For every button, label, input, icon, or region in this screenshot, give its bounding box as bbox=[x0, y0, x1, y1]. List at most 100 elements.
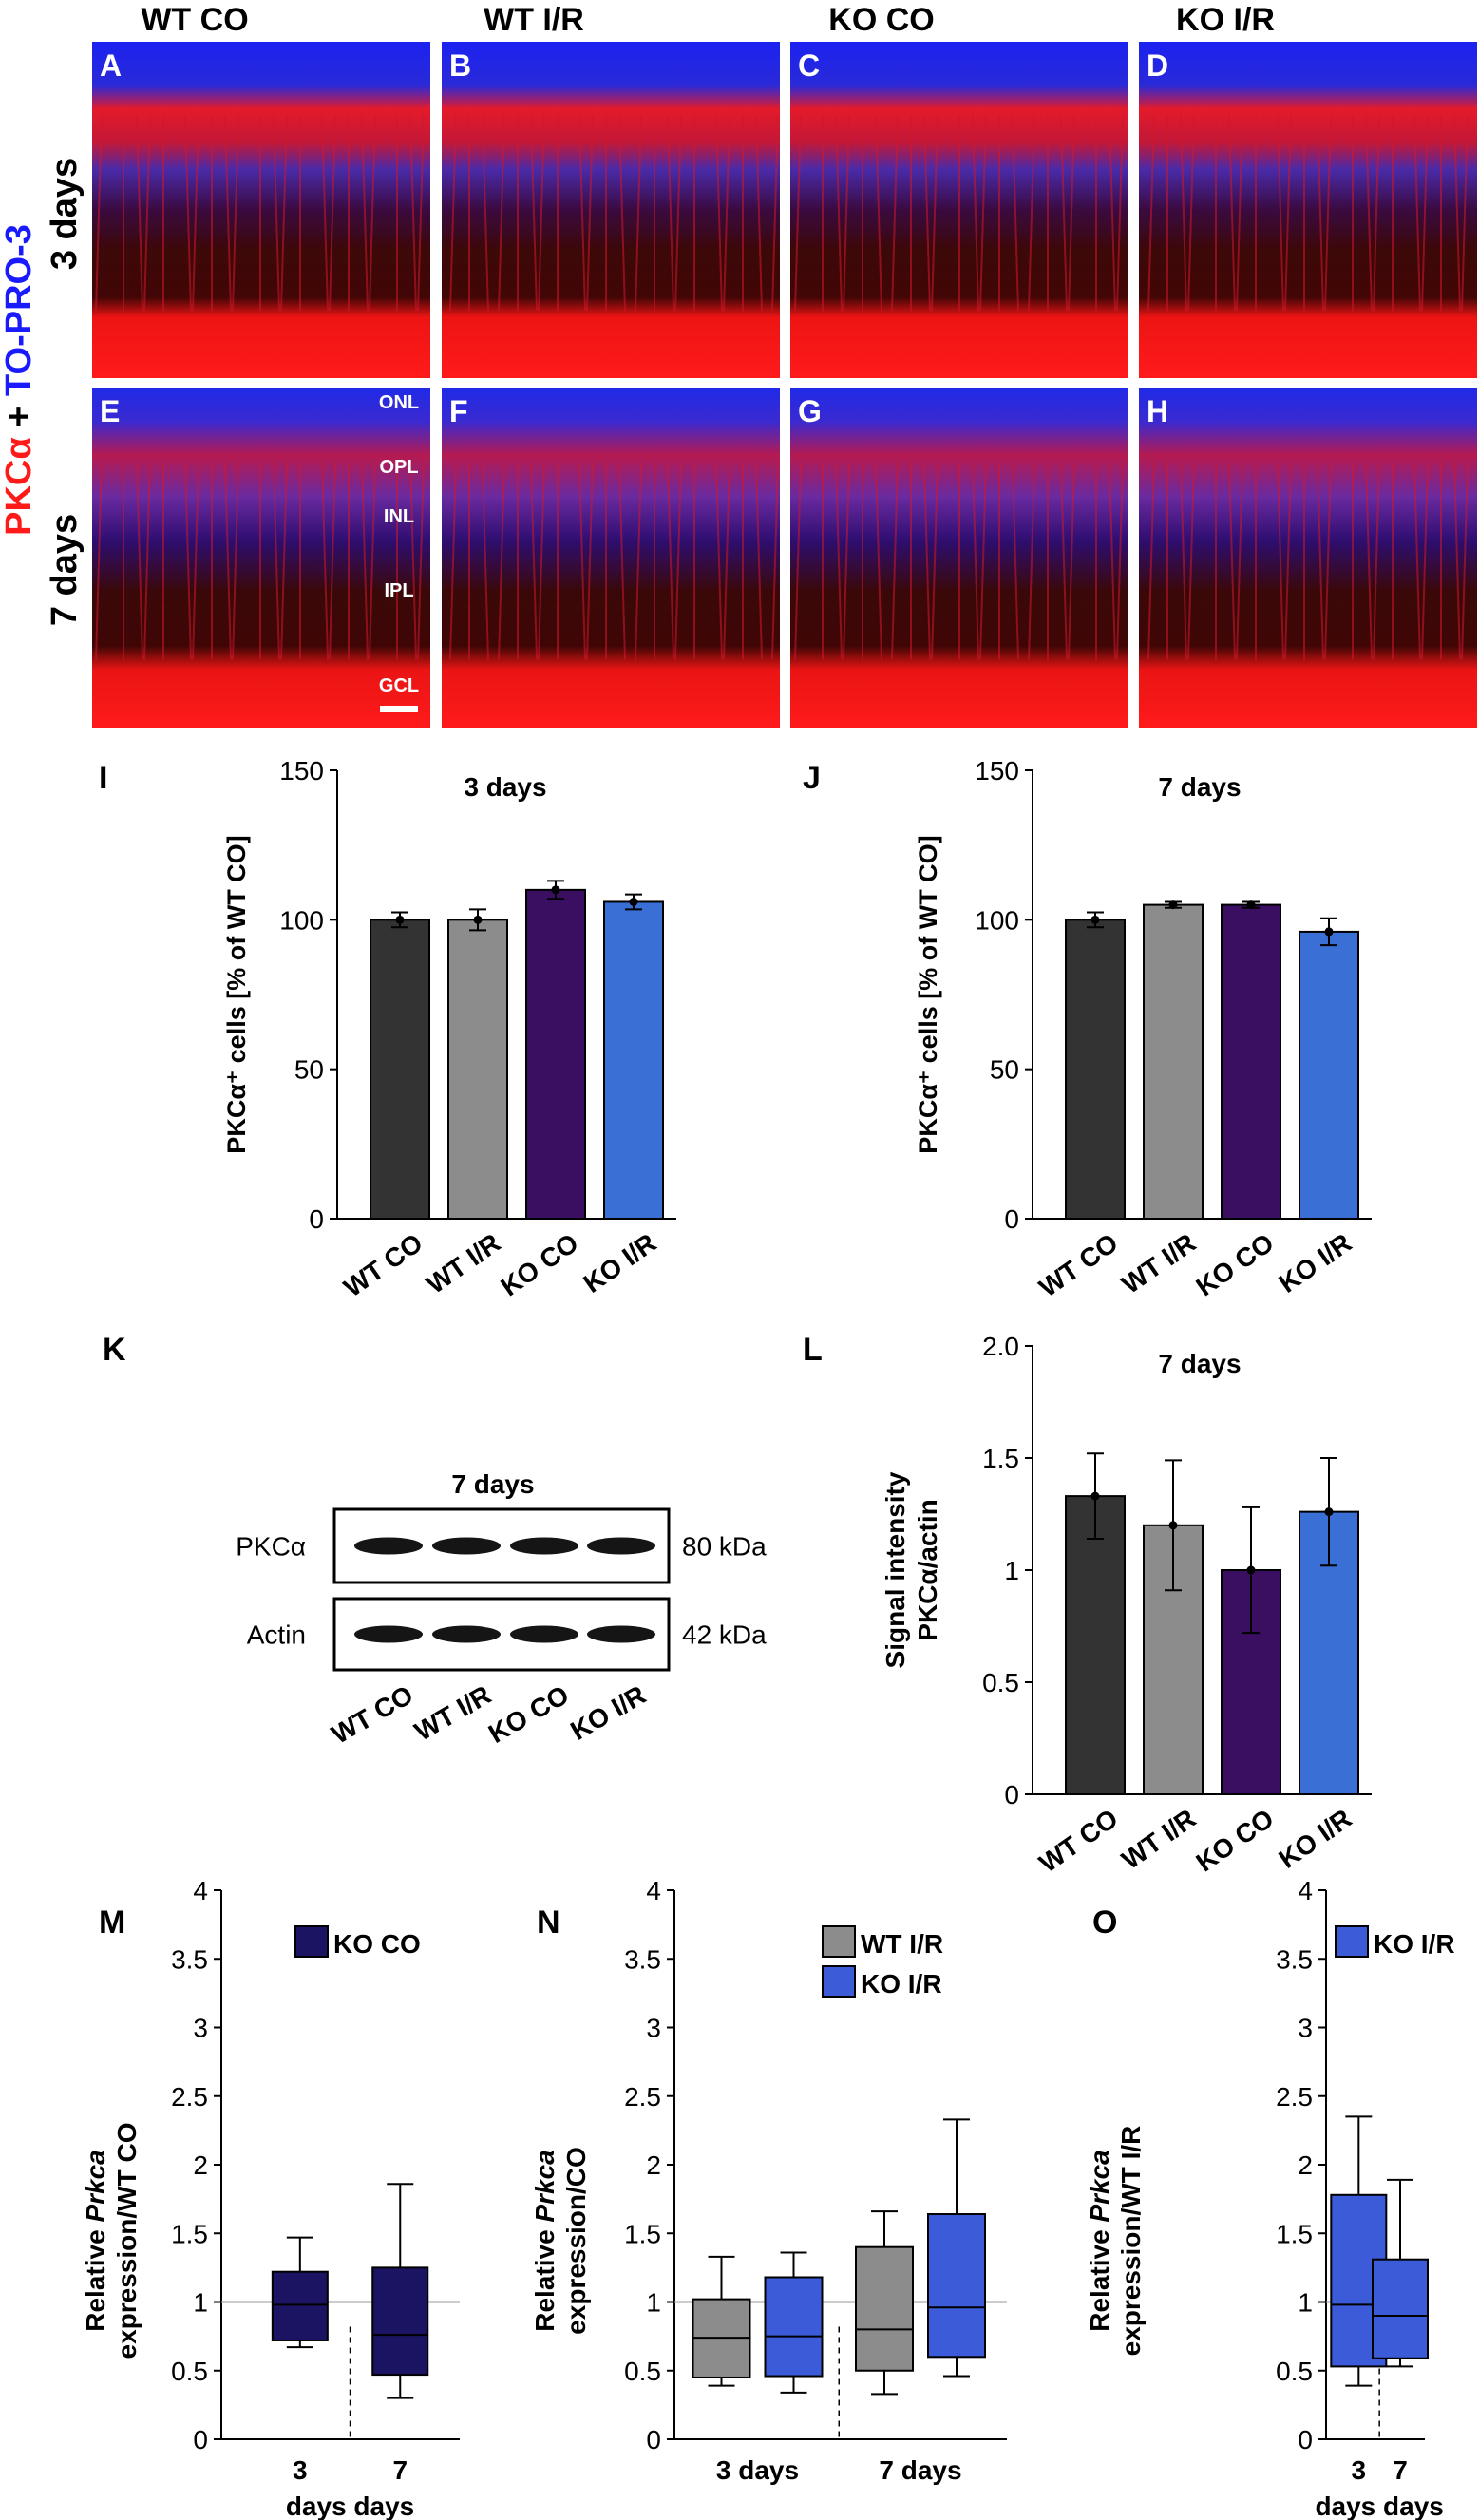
bipolar-process bbox=[715, 462, 723, 660]
bipolar-process bbox=[321, 115, 329, 312]
mean-point bbox=[1090, 915, 1100, 924]
bipolar-process bbox=[1012, 462, 1019, 660]
bipolar-process bbox=[723, 115, 730, 312]
bipolar-process bbox=[184, 115, 192, 312]
micrograph-panel-c: C bbox=[790, 42, 1128, 378]
panel-letter-f: F bbox=[449, 394, 468, 428]
mean-point bbox=[629, 897, 638, 906]
y-tick-label: 0.5 bbox=[171, 2357, 208, 2386]
bipolar-process bbox=[618, 115, 626, 312]
bipolar-process bbox=[1028, 115, 1035, 312]
bipolar-process bbox=[1461, 462, 1469, 660]
bipolar-process bbox=[723, 462, 730, 660]
bipolar-process bbox=[674, 115, 682, 312]
bipolar-process bbox=[1109, 462, 1116, 660]
bipolar-process bbox=[1373, 462, 1380, 660]
bipolar-process bbox=[667, 115, 674, 312]
box-wt-i-r bbox=[855, 2245, 914, 2372]
bipolar-process bbox=[280, 115, 288, 312]
y-axis-label: Relative Prkca bbox=[81, 2150, 110, 2331]
bipolar-process bbox=[755, 115, 763, 312]
y-tick-label: 1.5 bbox=[982, 1444, 1019, 1473]
bipolar-process bbox=[578, 462, 586, 660]
x-group-label: 3 bbox=[293, 2455, 308, 2485]
bipolar-process bbox=[1109, 115, 1116, 312]
y-axis-label-part: Prkca bbox=[530, 2150, 559, 2222]
blot-band bbox=[432, 1537, 501, 1555]
bipolar-process bbox=[835, 462, 843, 660]
y-tick-label: 50 bbox=[294, 1055, 324, 1085]
bipolar-process bbox=[224, 462, 232, 660]
panel-letter-g: G bbox=[798, 394, 822, 428]
panel-letter-i: I bbox=[99, 760, 107, 796]
bipolar-process bbox=[1284, 462, 1292, 660]
y-tick-label: 2 bbox=[193, 2151, 208, 2180]
bipolar-process bbox=[1147, 462, 1155, 660]
x-tick-label-wt-i-r: WT I/R bbox=[1116, 1228, 1201, 1299]
bipolar-process bbox=[280, 462, 288, 660]
bipolar-process bbox=[369, 462, 376, 660]
bipolar-process bbox=[1180, 462, 1187, 660]
micrograph-panel-a: A bbox=[92, 42, 430, 378]
bipolar-process bbox=[449, 462, 457, 660]
bipolar-process bbox=[482, 115, 489, 312]
y-tick-label: 3 bbox=[646, 2014, 661, 2043]
y-tick-label: 0 bbox=[1004, 1204, 1019, 1234]
x-tick-label-wt-i-r: WT I/R bbox=[1116, 1804, 1201, 1875]
bipolar-process bbox=[771, 462, 779, 660]
y-tick-label: 1.5 bbox=[1276, 2219, 1313, 2248]
layer-label-opl: OPL bbox=[379, 457, 418, 478]
row-label-7-days: 7 days bbox=[45, 514, 85, 626]
mean-point bbox=[551, 885, 560, 895]
bipolar-process bbox=[1012, 115, 1019, 312]
bipolar-process bbox=[586, 115, 594, 312]
bipolar-process bbox=[538, 115, 545, 312]
y-tick-label: 3 bbox=[193, 2014, 208, 2043]
bipolar-process bbox=[143, 115, 151, 312]
bipolar-process bbox=[755, 462, 763, 660]
chart-n: N 0 0.5 1 1.5 2 2.5 3 3.5 4 Relative Prkca expressi… bbox=[530, 1876, 1007, 2485]
panel-letter-e: E bbox=[100, 394, 120, 428]
bar-wt-co bbox=[370, 919, 430, 1220]
y-axis-label-part: Relative bbox=[81, 2223, 110, 2332]
bar-ko-co bbox=[1221, 903, 1281, 1220]
blot-band bbox=[510, 1625, 578, 1643]
layer-label-inl: INL bbox=[384, 506, 414, 527]
y-axis-label: PKCα⁺ cells [% of WT CO] bbox=[222, 835, 251, 1153]
bipolar-process bbox=[273, 115, 280, 312]
bipolar-process bbox=[972, 115, 979, 312]
panel-letter-a: A bbox=[100, 48, 122, 83]
chart-o: O 0 0.5 1 1.5 2 2.5 3 3.5 4 Relative Prkca expressi… bbox=[1085, 1876, 1455, 2520]
mean-point bbox=[473, 915, 483, 924]
y-tick-label: 4 bbox=[193, 1876, 208, 1905]
panel-letter-m: M bbox=[99, 1904, 125, 1941]
bipolar-process bbox=[1147, 115, 1155, 312]
bipolar-process bbox=[979, 462, 987, 660]
bipolar-process bbox=[1461, 115, 1469, 312]
legend-swatch-ko-i-r bbox=[822, 1965, 856, 1998]
bar-ko-i-r bbox=[1299, 1510, 1359, 1795]
y-tick-label: 0.5 bbox=[982, 1668, 1019, 1697]
blot-protein-actin: Actin bbox=[247, 1620, 306, 1650]
bipolar-process bbox=[1180, 115, 1187, 312]
bipolar-process bbox=[618, 462, 626, 660]
bipolar-process bbox=[1324, 115, 1332, 312]
bipolar-process bbox=[931, 115, 939, 312]
scale-bar bbox=[380, 706, 418, 712]
bipolar-process bbox=[586, 462, 594, 660]
bipolar-process bbox=[1284, 115, 1292, 312]
bipolar-process bbox=[835, 115, 843, 312]
y-tick-label: 1 bbox=[1298, 2288, 1313, 2318]
x-tick-label-wt-co: WT CO bbox=[338, 1228, 427, 1303]
y-tick-label: 50 bbox=[990, 1055, 1019, 1085]
bipolar-process bbox=[1373, 115, 1380, 312]
y-tick-label: 2.0 bbox=[982, 1332, 1019, 1361]
stain-label: PKCα + TO-PRO-3 bbox=[0, 224, 39, 536]
mean-point bbox=[395, 915, 405, 924]
bipolar-process bbox=[482, 462, 489, 660]
bipolar-process bbox=[843, 115, 850, 312]
y-tick-label: 2 bbox=[646, 2151, 661, 2180]
legend-swatch-ko-co bbox=[294, 1925, 329, 1958]
legend-swatch-ko-i-r bbox=[1335, 1925, 1369, 1958]
